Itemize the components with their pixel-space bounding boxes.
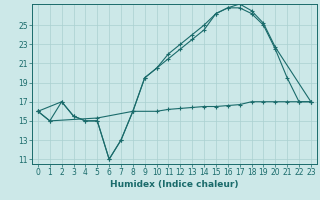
X-axis label: Humidex (Indice chaleur): Humidex (Indice chaleur) <box>110 180 239 189</box>
